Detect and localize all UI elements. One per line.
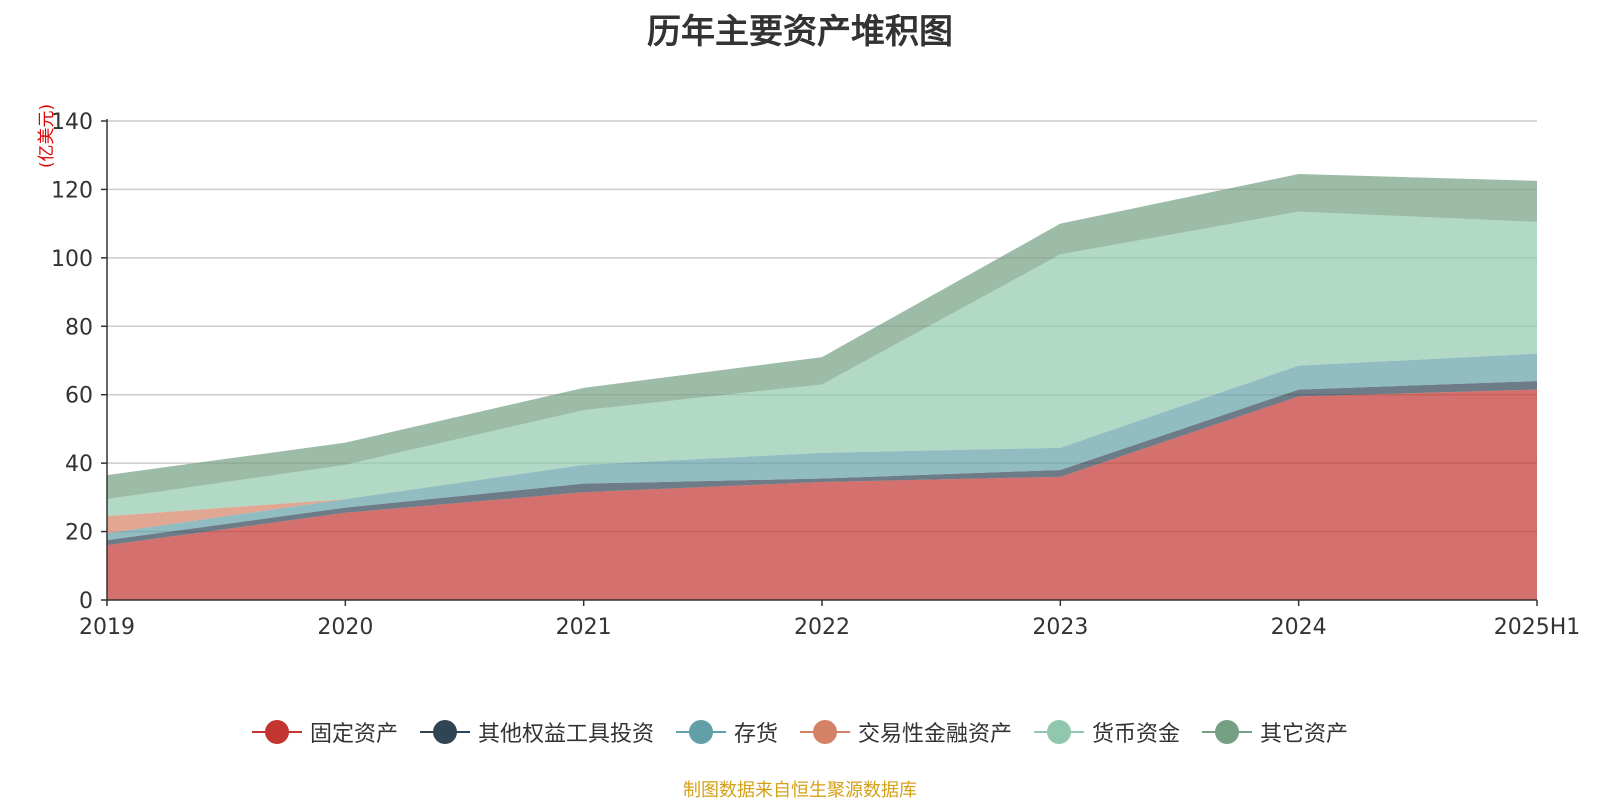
- area-series-货币资金: [107, 211, 1537, 517]
- legend-item[interactable]: 货币资金: [1034, 716, 1180, 748]
- x-tick-label: 2025H1: [1494, 615, 1581, 640]
- y-tick-label: 100: [51, 247, 93, 272]
- legend-marker-icon: [419, 720, 470, 744]
- legend-label: 其它资产: [1260, 722, 1349, 747]
- legend-marker-icon: [675, 720, 726, 744]
- x-tick-label: 2021: [556, 615, 612, 640]
- area-series-存货: [107, 353, 1537, 541]
- legend-label: 货币资金: [1092, 722, 1181, 747]
- x-tick-label: 2020: [317, 615, 373, 640]
- y-tick-label: 60: [65, 384, 93, 409]
- x-tick-label: 2022: [794, 615, 850, 640]
- x-tick-label: 2023: [1032, 615, 1088, 640]
- y-tick-label: 140: [51, 110, 93, 135]
- area-series-固定资产: [107, 389, 1537, 600]
- legend-item[interactable]: 交易性金融资产: [800, 716, 1012, 748]
- y-tick-label: 0: [79, 589, 93, 614]
- source-note: 制图数据来自恒生聚源数据库: [683, 780, 917, 801]
- legend: 固定资产 其他权益工具投资 存货 交易性金融资产 货币资金 其它资产: [0, 716, 1600, 748]
- legend-marker-icon: [800, 720, 850, 744]
- y-tick-label: 40: [65, 452, 93, 477]
- legend-label: 固定资产: [309, 722, 398, 747]
- legend-label: 其他权益工具投资: [477, 722, 654, 747]
- area-series-其它资产: [107, 174, 1537, 500]
- legend-marker-icon: [1202, 720, 1253, 744]
- stacked-area-chart: 0 20 40 60 80 100 120 140 2019 2020 2021 2022 2023 20…: [37, 104, 1580, 640]
- x-tick-label: 2019: [79, 615, 135, 640]
- y-tick-label: 20: [65, 521, 93, 546]
- legend-marker-icon: [1034, 720, 1085, 744]
- legend-marker-icon: [251, 720, 302, 744]
- y-tick-label: 120: [51, 178, 93, 203]
- legend-item[interactable]: 固定资产: [251, 716, 398, 748]
- legend-label: 存货: [733, 722, 778, 747]
- legend-item[interactable]: 其它资产: [1202, 716, 1348, 748]
- y-axis-unit-label: (亿美元): [37, 104, 57, 168]
- legend-label: 交易性金融资产: [858, 722, 1013, 747]
- y-tick-label: 80: [65, 315, 93, 340]
- chart-title: 历年主要资产堆积图: [647, 12, 953, 52]
- area-series-layer: [107, 174, 1537, 600]
- axes: 0 20 40 60 80 100 120 140 2019 2020 2021 2022 2023 20…: [51, 110, 1580, 640]
- x-tick-label: 2024: [1271, 615, 1327, 640]
- legend-item[interactable]: 存货: [675, 716, 778, 748]
- legend-item[interactable]: 其他权益工具投资: [419, 716, 654, 748]
